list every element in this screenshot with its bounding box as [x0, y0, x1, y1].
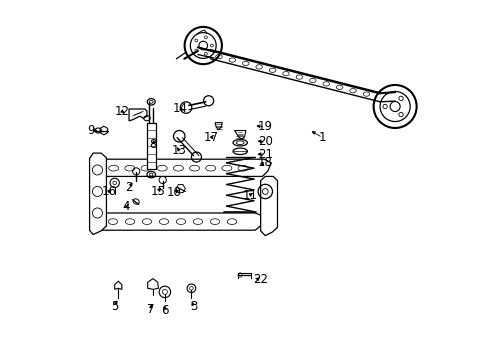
Text: 17: 17 — [203, 131, 219, 144]
Text: 19: 19 — [257, 121, 272, 134]
Text: 21: 21 — [257, 148, 272, 161]
Polygon shape — [96, 213, 264, 230]
Polygon shape — [147, 279, 158, 289]
Polygon shape — [234, 131, 245, 139]
Polygon shape — [260, 176, 277, 235]
Text: 11: 11 — [242, 189, 257, 202]
Text: 9: 9 — [87, 124, 95, 137]
Polygon shape — [96, 159, 271, 176]
Text: 14: 14 — [173, 103, 188, 116]
Text: 12: 12 — [114, 105, 129, 118]
Polygon shape — [89, 153, 106, 234]
Text: 22: 22 — [253, 273, 267, 286]
Text: 1: 1 — [318, 131, 326, 144]
Text: 13: 13 — [171, 144, 186, 157]
Text: 6: 6 — [161, 305, 168, 318]
Text: 16: 16 — [101, 185, 116, 198]
Text: 15: 15 — [150, 185, 165, 198]
Text: 3: 3 — [189, 300, 197, 313]
Text: 8: 8 — [149, 138, 157, 151]
Polygon shape — [147, 123, 155, 169]
Text: 4: 4 — [122, 201, 130, 213]
Text: 10: 10 — [167, 186, 182, 199]
Text: 2: 2 — [125, 181, 133, 194]
Polygon shape — [129, 109, 147, 121]
Text: 5: 5 — [111, 300, 118, 313]
Polygon shape — [215, 123, 222, 130]
Text: 7: 7 — [146, 303, 154, 316]
Text: 20: 20 — [257, 135, 272, 148]
Text: 18: 18 — [257, 156, 272, 169]
Polygon shape — [115, 281, 122, 289]
